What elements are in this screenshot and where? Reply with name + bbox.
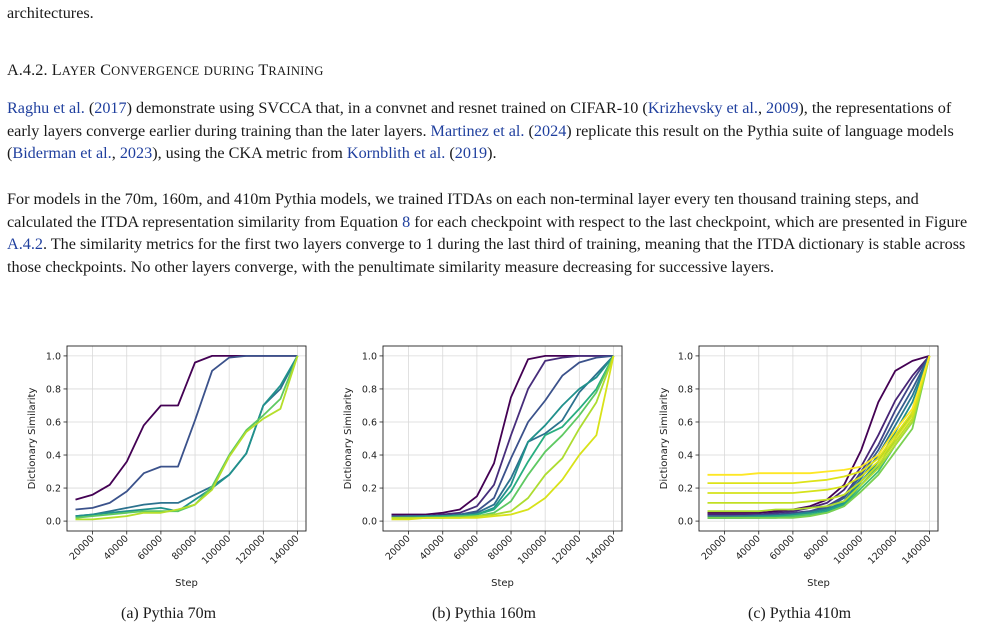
y-tick-label: 1.0	[362, 351, 377, 362]
y-tick-label: 0.2	[46, 484, 61, 495]
heading-word: LAYER	[51, 61, 97, 79]
series-line-8	[391, 355, 615, 519]
chart-pythia-410m: 0.0 0.2 0.4 0.6 0.8 1.0 20000 40000 60000 80000 10…	[659, 345, 939, 589]
x-tick-label: 120000	[550, 533, 583, 566]
series-line-4	[75, 355, 299, 517]
x-tick-label: 80000	[802, 533, 831, 562]
citation-link[interactable]: Raghu et al.	[7, 99, 85, 117]
citation-link[interactable]: Biderman et al.	[12, 144, 112, 163]
series-line-11	[707, 355, 931, 504]
x-tick-label: 120000	[234, 533, 267, 566]
x-axis-label: Step	[491, 578, 514, 589]
axes-frame	[698, 345, 939, 532]
heading-word: DURING	[203, 64, 255, 78]
y-tick-label: 0.8	[362, 384, 377, 395]
heading-word: TRAINING	[258, 61, 324, 79]
series-line-2	[707, 355, 931, 516]
caption-c: (c) Pythia 410m	[748, 605, 852, 622]
x-tick-label: 20000	[384, 533, 413, 562]
section-heading: A.4.2. LAYER CONVERGENCE DURING TRAINING	[7, 61, 324, 80]
y-tick-label: 0.0	[46, 517, 61, 528]
x-tick-label: 40000	[734, 533, 763, 562]
series-line-9	[391, 355, 615, 521]
y-tick-label: 0.8	[46, 384, 61, 395]
y-tick-label: 0.4	[46, 451, 61, 462]
citation-year-link[interactable]: 2017	[94, 99, 127, 117]
y-tick-label: 1.0	[46, 351, 61, 362]
y-tick-label: 0.6	[678, 417, 693, 428]
series-line-1	[707, 355, 930, 514]
citation-year-link[interactable]: 2019	[454, 144, 488, 163]
paragraph-2: For models in the 70m, 160m, and 410m Py…	[7, 190, 968, 276]
x-tick-label: 60000	[452, 533, 481, 562]
x-tick-label: 100000	[200, 533, 233, 566]
paragraph-fragment: architectures.	[7, 4, 94, 22]
y-tick-label: 0.4	[678, 451, 693, 462]
axes-frame	[66, 345, 307, 532]
equation-ref-link[interactable]: 8	[402, 212, 411, 231]
section-number: A.4.2.	[7, 61, 48, 79]
x-tick-label: 140000	[584, 533, 617, 566]
series-line-2	[75, 354, 298, 511]
y-tick-label: 0.2	[678, 484, 693, 495]
x-tick-label: 40000	[418, 533, 447, 562]
y-axis-label: Dictionary Similarity	[27, 388, 38, 490]
y-tick-label: 0.4	[362, 451, 377, 462]
series-line-10	[707, 355, 931, 513]
caption-b: (b) Pythia 160m	[432, 605, 536, 622]
heading-word: CONVERGENCE	[100, 61, 200, 79]
citation-year-link[interactable]: 2009	[766, 99, 799, 117]
y-axis-label: Dictionary Similarity	[659, 388, 670, 490]
citation-link[interactable]: Kornblith et al.	[346, 144, 446, 163]
x-tick-label: 60000	[768, 533, 797, 562]
citation-year-link[interactable]: 2024	[533, 121, 567, 140]
series-line-14	[707, 355, 931, 476]
axes-frame	[382, 345, 623, 532]
x-tick-label: 120000	[866, 533, 899, 566]
y-tick-label: 0.8	[678, 384, 693, 395]
x-tick-label: 20000	[700, 533, 729, 562]
chart-pythia-70m: 0.0 0.2 0.4 0.6 0.8 1.0 20000 40000 60000 80000 10…	[27, 345, 307, 589]
series-line-6	[75, 355, 299, 521]
series-line-5	[75, 355, 299, 519]
x-tick-label: 80000	[170, 533, 199, 562]
chart-pythia-160m: 0.0 0.2 0.4 0.6 0.8 1.0 20000 40000 60000 80000 10…	[343, 345, 623, 589]
series-line-12	[707, 355, 931, 494]
citation-link[interactable]: Krizhevsky et al.	[647, 99, 758, 117]
x-tick-label: 60000	[136, 533, 165, 562]
series-line-4	[391, 355, 615, 519]
x-axis-label: Step	[807, 578, 830, 589]
series-line-7	[391, 355, 615, 519]
y-axis-label: Dictionary Similarity	[343, 388, 354, 490]
x-tick-label: 140000	[900, 533, 933, 566]
series-line-6	[391, 355, 615, 519]
paragraph-1: Raghu et al. (2017) demonstrate using SV…	[7, 99, 954, 163]
y-tick-label: 0.6	[362, 417, 377, 428]
x-tick-label: 20000	[68, 533, 97, 562]
citation-link[interactable]: Martinez et al.	[430, 121, 525, 140]
x-tick-label: 140000	[268, 533, 301, 566]
y-tick-label: 0.6	[46, 417, 61, 428]
x-tick-label: 40000	[102, 533, 131, 562]
y-tick-label: 1.0	[678, 351, 693, 362]
series-line-1	[75, 354, 298, 501]
citation-year-link[interactable]: 2023	[119, 144, 153, 163]
series-line-5	[391, 355, 615, 519]
x-tick-label: 100000	[516, 533, 549, 566]
series-line-3	[75, 355, 299, 517]
y-tick-label: 0.0	[362, 517, 377, 528]
series-line-9	[707, 355, 931, 519]
figure-ref-link[interactable]: A.4.2	[7, 235, 43, 254]
y-tick-label: 0.0	[678, 517, 693, 528]
caption-a: (a) Pythia 70m	[121, 605, 217, 622]
x-axis-label: Step	[175, 578, 198, 589]
series-line-13	[707, 355, 931, 485]
x-tick-label: 100000	[832, 533, 865, 566]
y-tick-label: 0.2	[362, 484, 377, 495]
x-tick-label: 80000	[486, 533, 515, 562]
